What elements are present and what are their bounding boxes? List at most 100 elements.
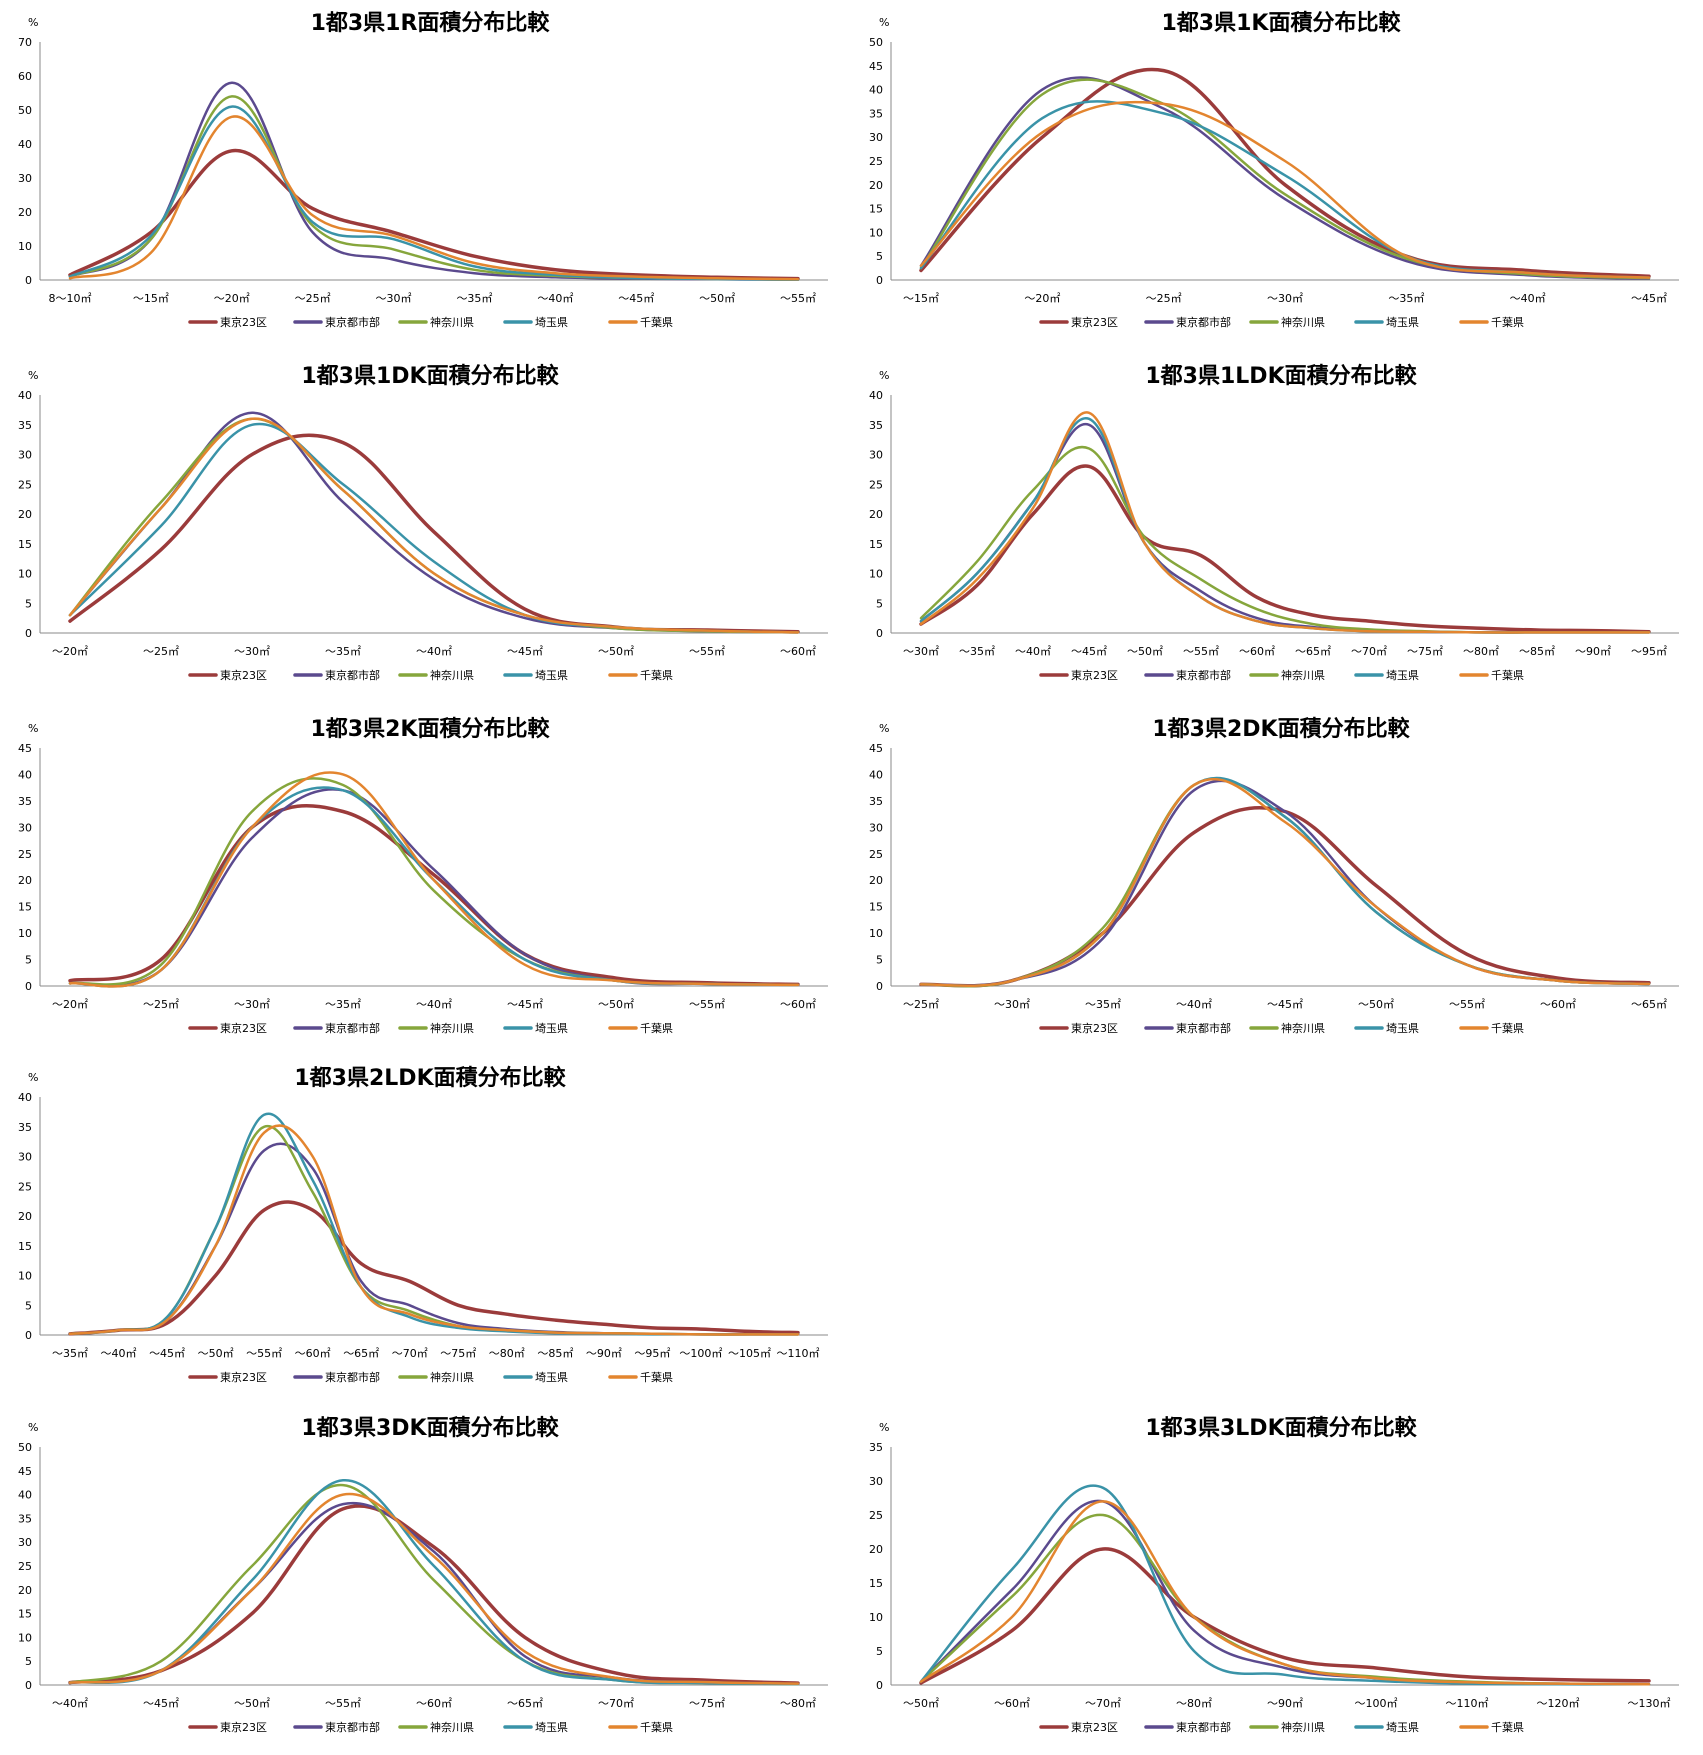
y-tick-label: 20 <box>18 1584 32 1597</box>
chart-panel: 1都3県2LDK面積分布比較% 0 5 10 15 20 25 30 35 40 〜35㎡ 〜40㎡〜… <box>0 1055 850 1405</box>
y-tick-label: 0 <box>876 1679 883 1692</box>
y-tick-label: 25 <box>18 1560 32 1573</box>
series-line <box>68 105 800 281</box>
legend-label: 東京都市部 <box>1176 1720 1231 1734</box>
y-tick-label: 30 <box>18 172 32 185</box>
x-tick-label: 〜100㎡ <box>679 1347 722 1360</box>
y-tick-label: 25 <box>18 478 32 491</box>
y-tick-label: 15 <box>869 203 883 216</box>
legend-label: 東京都市部 <box>1176 1021 1231 1035</box>
legend-label: 神奈川県 <box>1281 315 1325 329</box>
x-tick-label: 〜25㎡ <box>903 998 939 1011</box>
x-tick-label: 〜60㎡ <box>1239 645 1275 658</box>
y-tick-label: 15 <box>869 1577 883 1590</box>
x-tick-label: 〜40㎡ <box>1015 645 1051 658</box>
x-tick-label: 〜60㎡ <box>994 1697 1030 1710</box>
x-tick-label: 〜35㎡ <box>325 645 361 658</box>
y-tick-label: 5 <box>876 597 883 610</box>
y-tick-label: 35 <box>869 1441 883 1454</box>
y-tick-label: 45 <box>18 1465 32 1478</box>
y-tick-label: 35 <box>18 795 32 808</box>
x-tick-label: 〜30㎡ <box>234 998 270 1011</box>
legend-label: 埼玉県 <box>1386 315 1419 329</box>
x-tick-label: 8〜10㎡ <box>49 292 92 305</box>
y-tick-label: 30 <box>869 449 883 462</box>
series-line <box>68 1504 800 1685</box>
legend-label: 埼玉県 <box>535 668 568 682</box>
chart-svg: 1都3県1R面積分布比較% 0 10 20 30 40 50 60 70 8〜10㎡ 〜15㎡ 〜20… <box>18 10 828 329</box>
x-tick-label: 〜80㎡ <box>1176 1697 1212 1710</box>
x-tick-label: 〜60㎡ <box>416 1697 452 1710</box>
y-tick-label: 20 <box>869 1543 883 1556</box>
legend-label: 東京23区 <box>220 1720 267 1734</box>
x-tick-label: 〜40㎡ <box>416 998 452 1011</box>
legend-label: 千葉県 <box>640 1720 673 1734</box>
y-tick-label: 0 <box>25 1329 32 1342</box>
y-tick-label: 50 <box>869 36 883 49</box>
series-line <box>919 445 1651 634</box>
y-tick-label: 70 <box>18 36 32 49</box>
legend-label: 千葉県 <box>1491 1021 1524 1035</box>
x-tick-label: 〜20㎡ <box>52 998 88 1011</box>
legend-label: 東京23区 <box>220 668 267 682</box>
y-tick-label: 60 <box>18 70 32 83</box>
x-tick-label: 〜90㎡ <box>1575 645 1611 658</box>
y-tick-label: 30 <box>18 1536 32 1549</box>
x-tick-label: 〜120㎡ <box>1537 1697 1580 1710</box>
chart-panel: 1都3県1R面積分布比較% 0 10 20 30 40 50 60 70 8〜10㎡ 〜15㎡ 〜20… <box>0 0 850 350</box>
y-tick-label: 10 <box>869 927 883 940</box>
y-tick-label: 35 <box>18 419 32 432</box>
y-tick-label: 0 <box>876 627 883 640</box>
series-line <box>919 100 1651 279</box>
legend-label: 埼玉県 <box>1386 1021 1419 1035</box>
x-tick-label: 〜55㎡ <box>1183 645 1219 658</box>
x-tick-label: 〜60㎡ <box>295 1347 331 1360</box>
x-tick-label: 〜70㎡ <box>598 1697 634 1710</box>
x-tick-label: 〜35㎡ <box>52 1347 88 1360</box>
chart-title: 1都3県3DK面積分布比較 <box>301 1415 559 1441</box>
y-tick-label: 20 <box>18 206 32 219</box>
x-tick-label: 〜30㎡ <box>234 645 270 658</box>
y-tick-label: 40 <box>18 1489 32 1502</box>
y-tick-label: 5 <box>876 1645 883 1658</box>
x-tick-label: 〜40㎡ <box>537 292 573 305</box>
y-tick-label: 35 <box>869 795 883 808</box>
x-tick-label: 〜30㎡ <box>903 645 939 658</box>
y-axis-unit: % <box>879 1421 889 1434</box>
x-tick-label: 〜50㎡ <box>1358 998 1394 1011</box>
x-tick-label: 〜45㎡ <box>1071 645 1107 658</box>
chart-panel: 1都3県2DK面積分布比較% 0 5 10 15 20 25 30 35 40 45 〜25㎡ 〜30㎡… <box>851 706 1701 1056</box>
x-tick-label: 〜75㎡ <box>440 1347 476 1360</box>
y-tick-label: 15 <box>18 538 32 551</box>
x-tick-label: 〜25㎡ <box>1146 292 1182 305</box>
series-line <box>68 771 800 988</box>
series-line <box>919 76 1651 280</box>
series-line <box>919 1484 1651 1686</box>
chart-title: 1都3県1K面積分布比較 <box>1162 10 1402 36</box>
x-tick-label: 〜55㎡ <box>689 998 725 1011</box>
legend-label: 東京都市部 <box>325 1720 380 1734</box>
legend-label: 神奈川県 <box>1281 668 1325 682</box>
series-line <box>919 779 1651 987</box>
chart-panel: 1都3県2K面積分布比較% 0 5 10 15 20 25 30 35 40 45 〜20㎡ 〜25㎡ 〜… <box>0 706 850 1056</box>
x-tick-label: 〜60㎡ <box>780 998 816 1011</box>
x-tick-label: 〜70㎡ <box>392 1347 428 1360</box>
y-tick-label: 15 <box>18 1240 32 1253</box>
x-tick-label: 〜50㎡ <box>234 1697 270 1710</box>
series-line <box>68 433 800 634</box>
y-tick-label: 30 <box>869 821 883 834</box>
series-line <box>919 67 1651 278</box>
x-tick-label: 〜80㎡ <box>489 1347 525 1360</box>
y-tick-label: 25 <box>869 478 883 491</box>
y-axis-unit: % <box>28 16 38 29</box>
series-line <box>919 1547 1651 1685</box>
x-tick-label: 〜35㎡ <box>456 292 492 305</box>
x-tick-label: 〜50㎡ <box>598 645 634 658</box>
chart-panel: 1都3県3DK面積分布比較% 0 5 10 15 20 25 30 35 40 45 50 〜40㎡ 〜4… <box>0 1405 850 1755</box>
y-tick-label: 40 <box>18 1091 32 1104</box>
x-tick-label: 〜65㎡ <box>343 1347 379 1360</box>
legend-label: 神奈川県 <box>1281 1021 1325 1035</box>
x-tick-label: 〜20㎡ <box>214 292 250 305</box>
x-tick-label: 〜15㎡ <box>133 292 169 305</box>
